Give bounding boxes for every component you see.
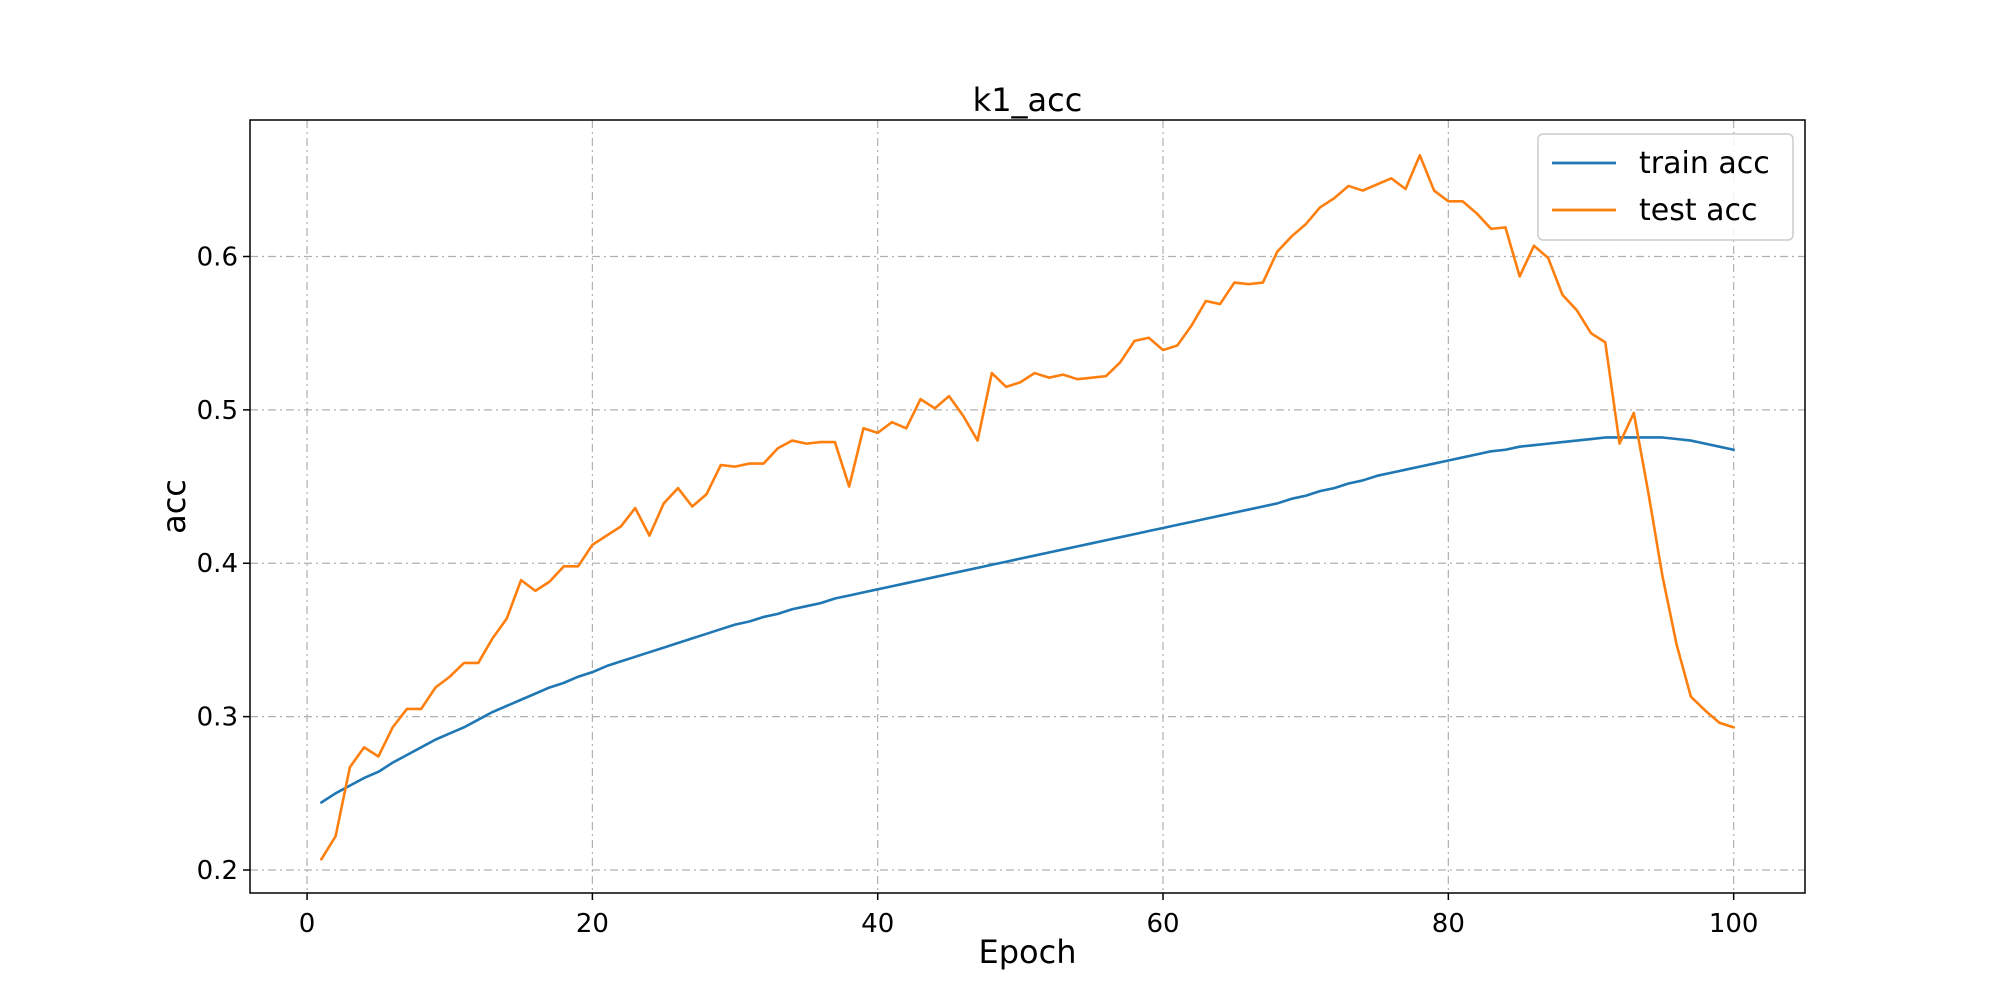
x-tick-label: 100 bbox=[1709, 909, 1759, 939]
legend-box bbox=[1537, 133, 1794, 241]
y-axis-label: acc bbox=[155, 479, 193, 534]
x-axis-label: Epoch bbox=[979, 933, 1077, 971]
y-tick-label: 0.5 bbox=[197, 396, 238, 426]
x-tick-label: 40 bbox=[861, 909, 894, 939]
x-tick-label: 20 bbox=[576, 909, 609, 939]
legend-label: train acc bbox=[1639, 146, 1770, 181]
y-tick-label: 0.2 bbox=[197, 856, 238, 886]
legend-label: test acc bbox=[1639, 193, 1758, 228]
series-line-test-acc bbox=[320, 153, 1735, 861]
chart-title: k1_acc bbox=[973, 81, 1083, 119]
legend: train acc test acc bbox=[1537, 133, 1794, 241]
x-tick-label: 80 bbox=[1432, 909, 1465, 939]
grid bbox=[250, 120, 1805, 893]
y-tick-label: 0.3 bbox=[197, 703, 238, 733]
series-line-train-acc bbox=[320, 436, 1735, 804]
x-tick-label: 60 bbox=[1146, 909, 1179, 939]
y-tick-label: 0.6 bbox=[197, 243, 238, 273]
axis-ticks: 0 20 40 60 80 100 0.2 0.3 0.4 0.5 0.6 bbox=[197, 243, 1759, 939]
x-tick-label: 0 bbox=[299, 909, 316, 939]
y-tick-label: 0.4 bbox=[197, 549, 238, 579]
series-lines bbox=[320, 153, 1735, 861]
plot-frame bbox=[249, 119, 1806, 894]
